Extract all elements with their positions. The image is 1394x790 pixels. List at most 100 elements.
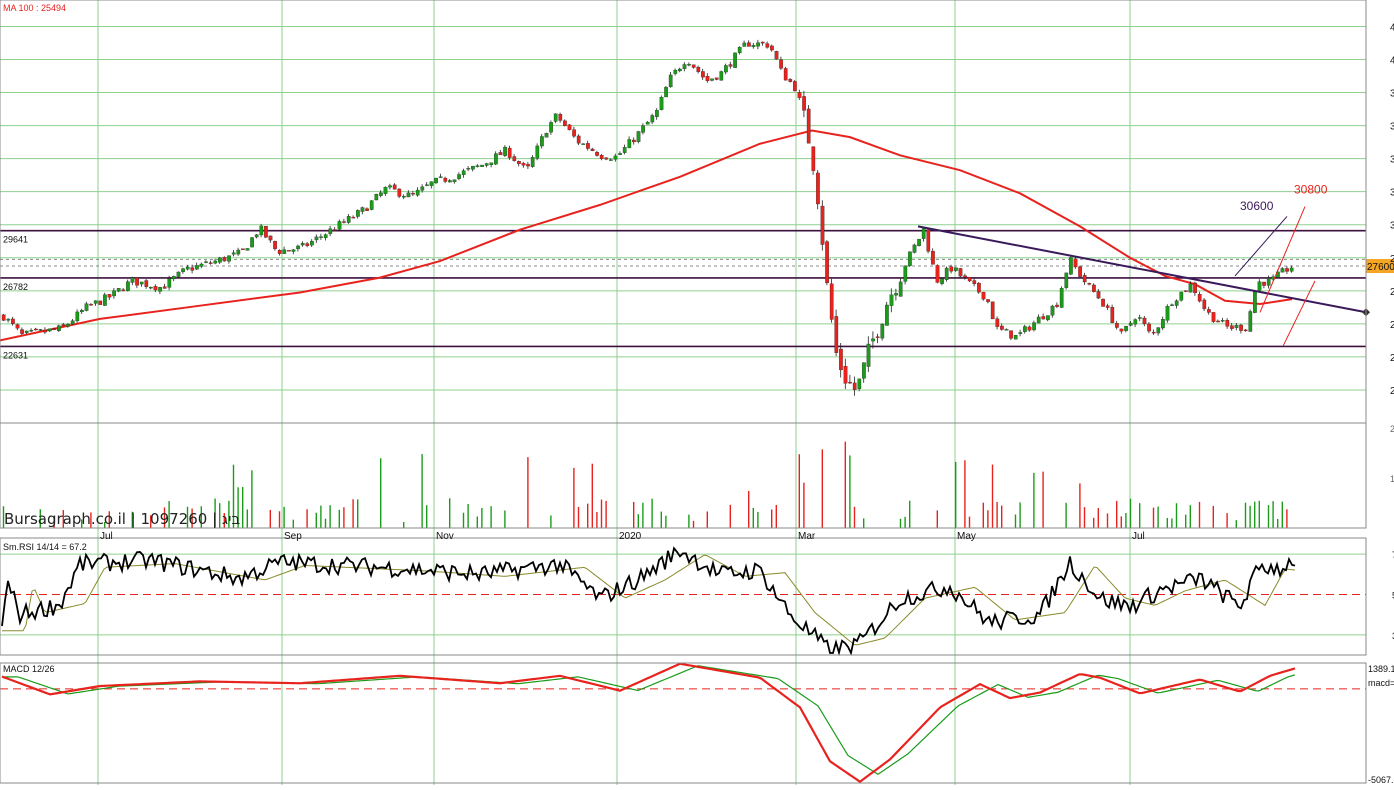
candle-down [967, 277, 972, 282]
panel-frames [0, 0, 1367, 784]
candle-down [848, 381, 852, 384]
candle-down [788, 79, 793, 82]
candle-up [93, 300, 98, 304]
candle-up [360, 207, 365, 212]
x-axis-label: May [957, 531, 976, 542]
candle-down [599, 154, 604, 159]
candle-up [1170, 304, 1174, 306]
candle-up [480, 164, 484, 167]
candle-up [944, 267, 949, 280]
rsi-axis-tick: 70 [1392, 550, 1394, 560]
candle-up [1128, 322, 1133, 326]
candle-up [687, 64, 691, 66]
candle-down [222, 257, 227, 262]
candle-up [199, 263, 204, 267]
candle-down [208, 262, 213, 264]
panel-border [0, 422, 1367, 529]
candle-up [75, 311, 80, 322]
candle-up [908, 251, 912, 266]
candle-up [710, 78, 714, 81]
moving-average-line [0, 129, 1293, 342]
candle-up [645, 121, 650, 125]
candle-down [517, 161, 521, 164]
candle-down [783, 68, 788, 81]
candle-up [857, 378, 862, 389]
y-axis-tick: 34,000 [1390, 155, 1394, 166]
x-axis-label: Nov [436, 531, 454, 542]
candle-up [314, 236, 319, 241]
candle-down [1082, 275, 1087, 283]
rsi-axis-tick: 50 [1392, 590, 1394, 600]
candle-up [917, 238, 921, 247]
y-axis-tick: 30,000 [1390, 221, 1394, 232]
candle-down [144, 280, 149, 287]
level-label: 26782 [3, 282, 28, 292]
candle-up [668, 74, 673, 88]
candle-up [296, 245, 300, 250]
candle-down [52, 328, 57, 330]
candle-down [1055, 304, 1059, 307]
candle-up [871, 338, 875, 342]
candle-up [719, 71, 724, 81]
candle-up [425, 184, 429, 186]
candle-up [724, 65, 728, 73]
candle-down [1096, 291, 1101, 299]
x-axis-label: Jul [100, 531, 113, 542]
x-axis-label: Sep [284, 531, 302, 542]
candle-down [342, 221, 346, 223]
candle-down [43, 329, 47, 333]
candle-down [825, 241, 829, 284]
candle-up [940, 278, 944, 284]
candle-up [6, 318, 11, 321]
candle-up [374, 193, 379, 201]
candle-down [1211, 312, 1216, 322]
candle-down [806, 108, 811, 144]
candle-down [268, 235, 273, 241]
candle-down [1092, 284, 1096, 292]
candle-down [1087, 283, 1092, 285]
channel-line-upper [1259, 206, 1306, 313]
candle-up [1280, 268, 1285, 273]
downtrend-line [917, 225, 1367, 314]
candle-up [912, 244, 917, 253]
candle-down [972, 280, 977, 285]
candle-up [383, 187, 388, 194]
candle-up [921, 228, 926, 239]
candle-up [379, 192, 383, 196]
candle-down [392, 184, 397, 190]
candle-up [475, 165, 480, 167]
candle-up [903, 265, 908, 282]
macd-panel-label: MACD 12/26 [3, 664, 55, 674]
candle-up [954, 267, 958, 271]
candle-down [820, 205, 825, 245]
candle-down [696, 66, 701, 72]
candle-down [802, 96, 806, 111]
candle-up [1165, 306, 1170, 321]
candle-up [149, 286, 153, 289]
candle-up [1133, 319, 1138, 325]
candle-up [1046, 315, 1050, 321]
candle-up [231, 252, 236, 255]
candle-down [981, 291, 986, 300]
candle-up [1036, 316, 1041, 324]
macd-axis-tick: -5067.8 [1368, 775, 1394, 785]
candle-down [11, 318, 15, 324]
candle-up [1174, 300, 1179, 306]
candle-up [282, 249, 287, 254]
candle-up [622, 147, 627, 153]
y-axis-tick: 42,000 [1390, 22, 1394, 33]
candle-up [1023, 326, 1027, 332]
price-candles [1, 39, 1294, 396]
candle-up [310, 240, 314, 246]
candle-up [494, 153, 498, 165]
candle-down [590, 148, 595, 151]
candle-up [503, 146, 507, 156]
candle-up [112, 290, 116, 297]
candle-down [839, 348, 843, 371]
candle-down [935, 265, 940, 283]
candle-down [995, 318, 1000, 327]
y-axis-tick: 24,000 [1390, 320, 1394, 331]
target-line-30600 [1234, 216, 1288, 277]
candle-up [1050, 305, 1055, 316]
candle-down [1, 314, 6, 321]
